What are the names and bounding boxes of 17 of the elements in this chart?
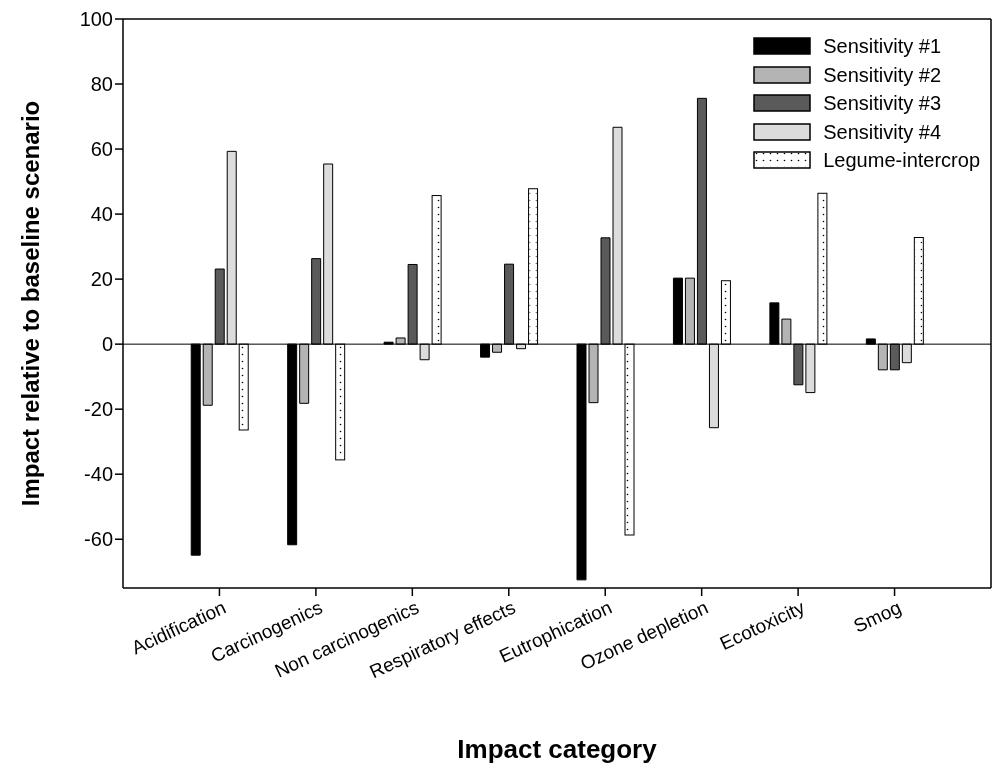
x-tick-label: Smog (850, 596, 905, 637)
legend-label: Sensitivity #3 (823, 91, 942, 116)
y-tick-label: -40 (84, 463, 113, 486)
y-tick-label: 100 (79, 8, 113, 31)
y-tick-label: -60 (84, 528, 113, 551)
y-tick-label: 0 (101, 333, 113, 356)
x-axis-title: Impact category (457, 734, 658, 764)
y-tick-label: 60 (90, 138, 113, 161)
legend-label: Sensitivity #4 (823, 119, 942, 145)
y-tick-label: 40 (90, 203, 113, 226)
y-axis-title: Impact relative to baseline scenario (16, 100, 44, 507)
y-tick-label: 20 (90, 268, 113, 291)
legend-label: Legume-intercrop (823, 148, 980, 173)
legend-label: Sensitivity #1 (823, 34, 942, 59)
y-tick-label: -20 (84, 398, 113, 421)
y-tick-label: 80 (90, 73, 113, 96)
legend-label: Sensitivity #2 (823, 62, 942, 88)
